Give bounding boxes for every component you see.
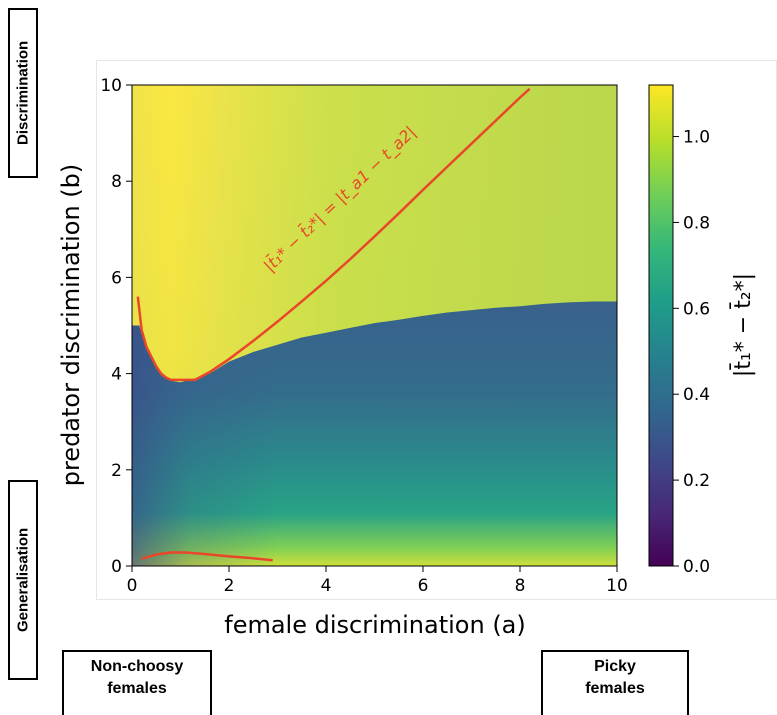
non-choosy-females-box: Non-choosy females — [62, 650, 212, 715]
discrimination-label: Discrimination — [8, 8, 38, 178]
contour-line-upper — [136, 87, 531, 382]
colorbar-tick-label: 0.4 — [683, 385, 710, 405]
contour-line-lower — [141, 551, 273, 562]
non-choosy-line1: Non-choosy — [90, 658, 184, 675]
colorbar-ticks: 0.0 0.2 0.4 0.6 0.8 1.0 — [673, 128, 710, 577]
y-tick-label: 0 — [111, 557, 122, 577]
picky-line2: females — [585, 680, 645, 697]
x-tick-label: 6 — [418, 576, 429, 596]
y-tick-label: 6 — [111, 268, 122, 288]
non-choosy-line2: females — [107, 680, 167, 697]
x-axis-ticks: 0 2 4 6 8 10 — [127, 566, 628, 596]
colorbar-tick-label: 0.6 — [683, 299, 710, 319]
y-tick-label: 8 — [111, 172, 122, 192]
x-axis-label: female discrimination (a) — [224, 611, 526, 639]
colorbar — [648, 84, 674, 567]
colorbar-tick-label: 0.0 — [683, 557, 710, 577]
y-tick-label: 10 — [100, 76, 122, 96]
colorbar-tick-label: 0.8 — [683, 213, 710, 233]
picky-females-box: Picky females — [541, 650, 689, 715]
colorbar-tick-label: 0.2 — [683, 471, 710, 491]
y-axis-ticks: 0 2 4 6 8 10 — [100, 76, 132, 577]
picky-line1: Picky — [594, 658, 636, 675]
low-region-shading — [132, 301, 617, 566]
contour-lines — [136, 87, 531, 562]
colorbar-tick-label: 1.0 — [683, 128, 710, 148]
x-tick-label: 2 — [224, 576, 235, 596]
low-region — [132, 301, 617, 566]
colorbar-label: |t̄₁* − t̄₂*| — [730, 273, 756, 377]
y-axis-label: predator discrimination (b) — [57, 164, 85, 487]
y-tick-label: 2 — [111, 461, 122, 481]
x-tick-label: 0 — [127, 576, 138, 596]
y-tick-label: 4 — [111, 365, 122, 385]
plot-frame — [131, 84, 618, 567]
heatmap-area — [132, 85, 617, 566]
x-tick-label: 10 — [606, 576, 628, 596]
x-tick-label: 4 — [321, 576, 332, 596]
generalisation-label: Generalisation — [8, 480, 38, 680]
x-tick-label: 8 — [515, 576, 526, 596]
